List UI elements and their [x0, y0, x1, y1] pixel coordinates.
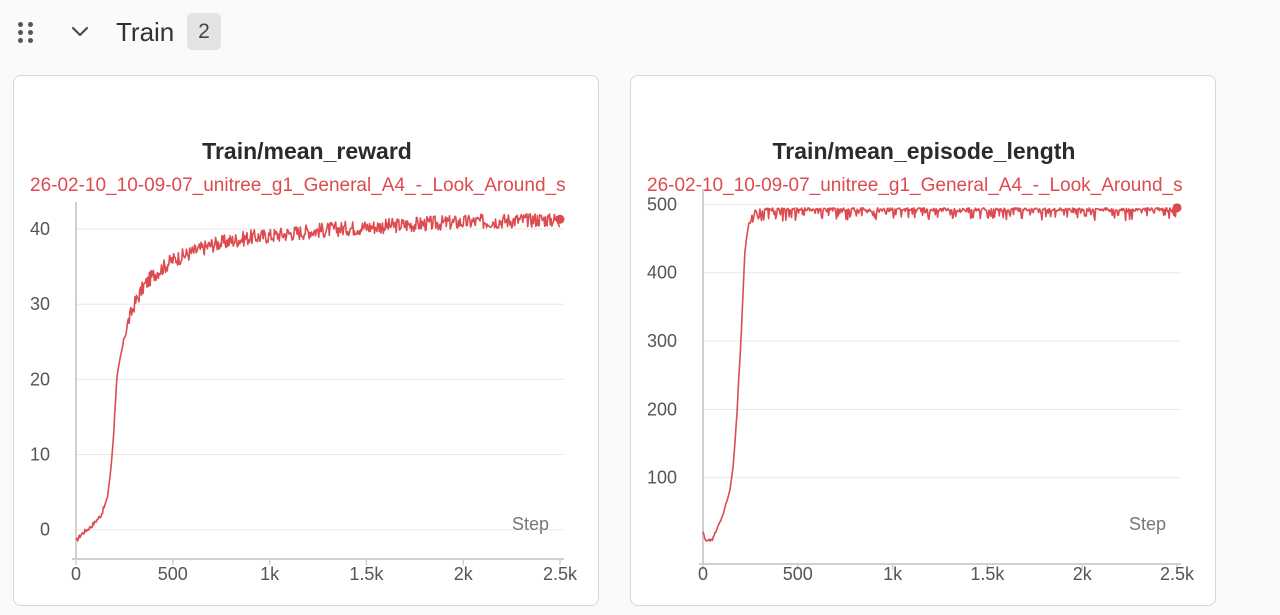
series-end-marker[interactable]	[555, 214, 565, 224]
chevron-down-icon[interactable]	[70, 22, 90, 42]
y-tick-label: 100	[647, 468, 677, 488]
section-header: Train 2	[0, 0, 1280, 64]
x-axis-label: Step	[512, 514, 549, 534]
drag-handle-icon[interactable]	[18, 22, 36, 44]
x-tick-label: 1.5k	[970, 564, 1005, 584]
chart-title: Train/mean_episode_length	[773, 138, 1076, 164]
chart-panel-mean-reward[interactable]: Train/mean_reward 26-02-10_10-09-07_unitr…	[13, 75, 599, 606]
run-label[interactable]: 26-02-10_10-09-07_unitree_g1_General_A4_…	[647, 175, 1183, 196]
x-axis-label: Step	[1129, 514, 1166, 534]
y-tick-label: 30	[30, 294, 50, 314]
chart-mean-episode-length: Train/mean_episode_length 26-02-10_10-09-…	[647, 138, 1195, 584]
y-tick-label: 20	[30, 369, 50, 389]
series-end-marker[interactable]	[1172, 203, 1182, 213]
y-tick-label: 40	[30, 219, 50, 239]
x-tick-label: 1.5k	[349, 564, 384, 584]
y-tick-label: 0	[40, 520, 50, 540]
panel-count-badge: 2	[187, 13, 221, 50]
x-tick-label: 2k	[1073, 564, 1093, 584]
y-tick-label: 300	[647, 331, 677, 351]
chart-panel-mean-episode-length[interactable]: Train/mean_episode_length 26-02-10_10-09-…	[630, 75, 1216, 606]
run-label[interactable]: 26-02-10_10-09-07_unitree_g1_General_A4_…	[30, 175, 566, 196]
x-tick-label: 1k	[883, 564, 903, 584]
y-tick-label: 10	[30, 445, 50, 465]
x-tick-label: 0	[71, 564, 81, 584]
x-tick-label: 2k	[454, 564, 474, 584]
y-tick-label: 500	[647, 194, 677, 214]
chart-title: Train/mean_reward	[202, 138, 412, 164]
series-line[interactable]	[75, 213, 561, 542]
chart-mean-reward: Train/mean_reward 26-02-10_10-09-07_unitr…	[30, 138, 578, 584]
x-tick-label: 0	[698, 564, 708, 584]
x-tick-label: 500	[783, 564, 813, 584]
x-tick-label: 2.5k	[543, 564, 578, 584]
section-title[interactable]: Train	[116, 17, 175, 47]
series-line[interactable]	[702, 207, 1178, 542]
x-tick-label: 2.5k	[1160, 564, 1195, 584]
x-tick-label: 1k	[260, 564, 280, 584]
y-tick-label: 200	[647, 399, 677, 419]
y-tick-label: 400	[647, 263, 677, 283]
x-tick-label: 500	[158, 564, 188, 584]
